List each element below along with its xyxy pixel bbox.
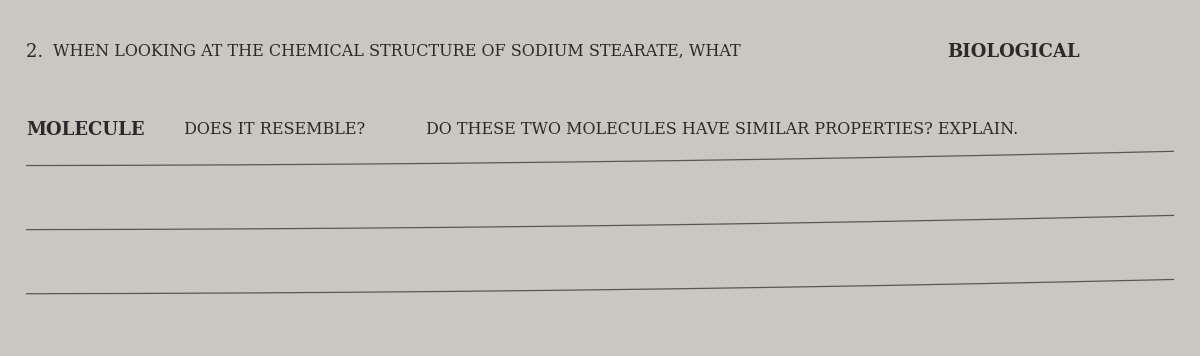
Text: 2.: 2. xyxy=(26,43,47,61)
Text: WHEN LOOKING AT THE CHEMICAL STRUCTURE OF SODIUM STEARATE, WHAT: WHEN LOOKING AT THE CHEMICAL STRUCTURE O… xyxy=(53,43,746,60)
Text: DO THESE TWO MOLECULES HAVE SIMILAR PROPERTIES? EXPLAIN.: DO THESE TWO MOLECULES HAVE SIMILAR PROP… xyxy=(426,121,1019,138)
Text: MOLECULE: MOLECULE xyxy=(26,121,145,139)
Text: DOES IT RESEMBLE?: DOES IT RESEMBLE? xyxy=(179,121,371,138)
Text: BIOLOGICAL: BIOLOGICAL xyxy=(947,43,1080,61)
